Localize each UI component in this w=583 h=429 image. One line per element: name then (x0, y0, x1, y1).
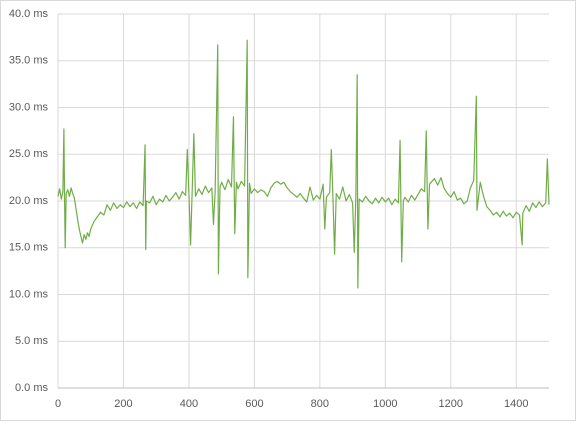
y-tick-label: 10.0 ms (9, 288, 49, 300)
y-tick-label: 0.0 ms (15, 382, 49, 394)
chart-border (0, 0, 576, 421)
x-tick-label: 200 (114, 398, 132, 410)
x-tick-label: 1400 (504, 398, 528, 410)
y-tick-label: 15.0 ms (9, 242, 49, 254)
y-tick-label: 30.0 ms (9, 101, 49, 113)
y-tick-label: 35.0 ms (9, 55, 49, 67)
x-tick-label: 1000 (373, 398, 397, 410)
x-tick-label: 400 (180, 398, 198, 410)
y-tick-label: 40.0 ms (9, 8, 49, 20)
x-tick-label: 1200 (439, 398, 463, 410)
y-tick-label: 20.0 ms (9, 195, 49, 207)
x-tick-label: 600 (245, 398, 263, 410)
x-tick-label: 0 (55, 398, 61, 410)
data-line (57, 39, 550, 289)
y-tick-label: 5.0 ms (15, 335, 49, 347)
y-tick-label: 25.0 ms (9, 148, 49, 160)
x-tick-label: 800 (311, 398, 329, 410)
